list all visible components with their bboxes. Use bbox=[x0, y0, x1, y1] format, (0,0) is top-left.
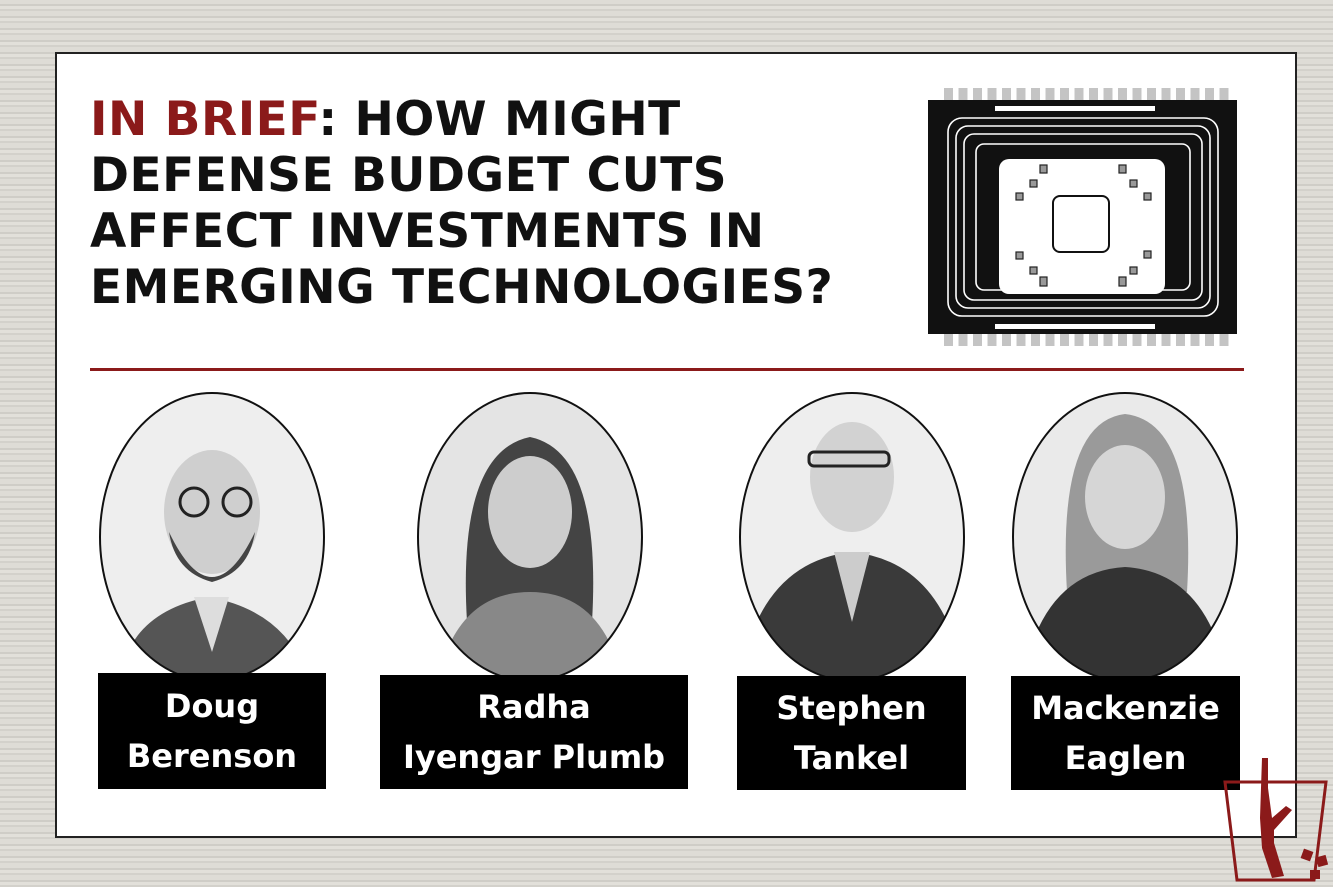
chip-pin bbox=[1103, 88, 1113, 100]
first-name: Doug bbox=[164, 687, 260, 725]
chip-pin bbox=[1089, 334, 1098, 346]
chip-pin bbox=[1205, 88, 1214, 100]
chip-pin bbox=[1031, 88, 1040, 100]
chip-pin bbox=[987, 334, 997, 346]
chip-pin bbox=[1016, 334, 1026, 346]
chip-pin bbox=[973, 334, 982, 346]
name-label-stephen-tankel: Stephen Tankel bbox=[737, 676, 966, 790]
chip-pin bbox=[1147, 334, 1156, 346]
chip-pin bbox=[1219, 334, 1229, 346]
first-name: Mackenzie bbox=[1031, 689, 1220, 727]
name-label-doug-berenson: Doug Berenson bbox=[98, 673, 326, 789]
chip-pin bbox=[1132, 88, 1142, 100]
chip-pin bbox=[987, 88, 997, 100]
chip-pin bbox=[1060, 88, 1069, 100]
chip-pin bbox=[1103, 334, 1113, 346]
chip-pin bbox=[1161, 88, 1171, 100]
chip-pin bbox=[944, 334, 953, 346]
chip-pin bbox=[1002, 334, 1011, 346]
headline-text: : HOW MIGHT DEFENSE BUDGET CUTS AFFECT I… bbox=[90, 92, 834, 315]
chip-pin bbox=[1176, 88, 1185, 100]
chip-pin bbox=[1190, 334, 1200, 346]
first-name: Stephen bbox=[776, 689, 927, 727]
chip-pin bbox=[1161, 334, 1171, 346]
portrait-radha-iyengar-plumb bbox=[417, 392, 643, 682]
chip-pin bbox=[1016, 88, 1026, 100]
headline: IN BRIEF: HOW MIGHT DEFENSE BUDGET CUTS … bbox=[90, 92, 910, 316]
chip-pin bbox=[1002, 88, 1011, 100]
last-name: Iyengar Plumb bbox=[402, 738, 666, 776]
chip-pin bbox=[1118, 334, 1127, 346]
chip-pin bbox=[958, 334, 968, 346]
chip-pin bbox=[1045, 88, 1055, 100]
chip-pin bbox=[1190, 88, 1200, 100]
chip-pin bbox=[1074, 88, 1084, 100]
chip-pin bbox=[1118, 88, 1127, 100]
divider-rule bbox=[90, 368, 1244, 371]
last-name: Tankel bbox=[793, 739, 910, 777]
portrait-mackenzie-eaglen bbox=[1012, 392, 1238, 682]
chip-pin bbox=[973, 88, 982, 100]
chip-pin bbox=[1089, 88, 1098, 100]
last-name: Berenson bbox=[126, 737, 298, 775]
chip-pin bbox=[958, 88, 968, 100]
first-name: Radha bbox=[477, 688, 591, 726]
chip-pin bbox=[1132, 334, 1142, 346]
chip-pin bbox=[1074, 334, 1084, 346]
chip-pin bbox=[1205, 334, 1214, 346]
rifle-in-trash-logo bbox=[1223, 758, 1329, 882]
chip-pin bbox=[1147, 88, 1156, 100]
portrait-doug-berenson bbox=[99, 392, 325, 682]
chip-pin bbox=[1045, 334, 1055, 346]
chip-pin bbox=[1060, 334, 1069, 346]
chip-pin bbox=[1219, 88, 1229, 100]
name-label-radha-iyengar-plumb: Radha Iyengar Plumb bbox=[380, 675, 688, 789]
last-name: Eaglen bbox=[1064, 739, 1187, 777]
chip-pin bbox=[1031, 334, 1040, 346]
headline-accent: IN BRIEF bbox=[90, 92, 319, 147]
chip-pin bbox=[944, 88, 953, 100]
name-label-mackenzie-eaglen: Mackenzie Eaglen bbox=[1011, 676, 1240, 790]
portrait-stephen-tankel bbox=[739, 392, 965, 682]
microchip-icon bbox=[928, 88, 1237, 346]
chip-pin bbox=[1176, 334, 1185, 346]
